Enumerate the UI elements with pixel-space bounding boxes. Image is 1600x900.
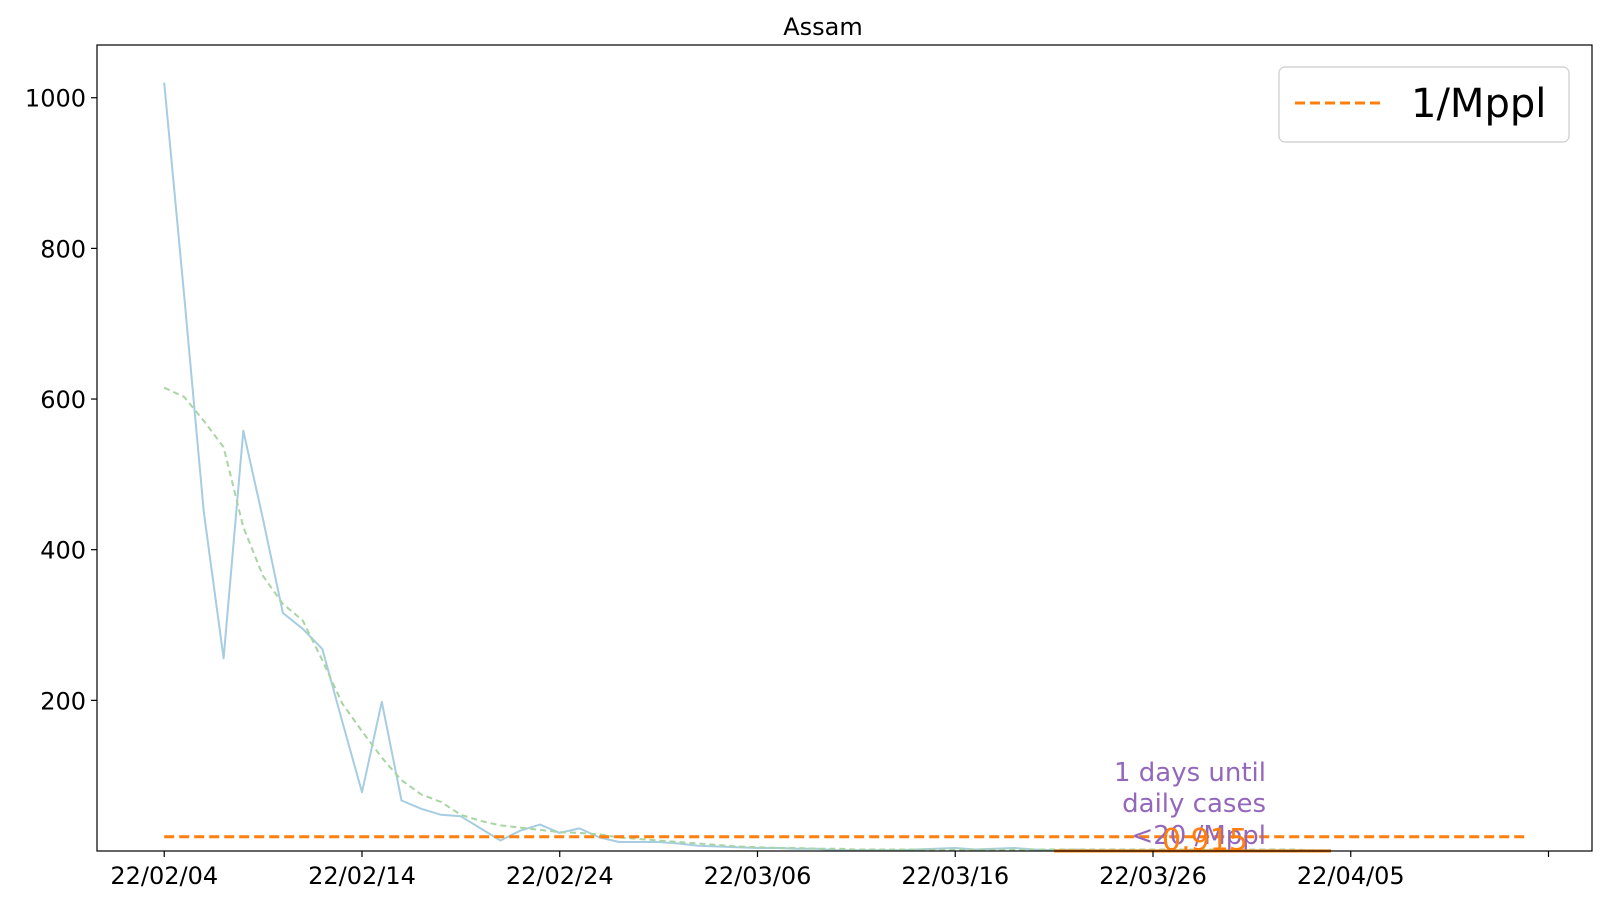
axes-frame: [96, 44, 1593, 852]
axes-layer: 22/02/04 22/02/14 22/02/24 22/03/06 22/03/16…: [25, 44, 1593, 890]
x-tick-label: 22/03/26: [1099, 862, 1207, 890]
legend-label: 1/Mppl: [1411, 81, 1546, 127]
value-annotation: 0.915: [1162, 823, 1248, 858]
x-tick-label: 22/02/04: [110, 862, 218, 890]
legend-box: [1278, 66, 1570, 143]
y-tick-label: 200: [40, 687, 86, 715]
x-tick-label: 22/03/06: [704, 862, 812, 890]
x-tick-label: 22/02/24: [506, 862, 614, 890]
annotation-layer: 1 days until daily cases <20 /Mppl 0.915: [1114, 758, 1266, 858]
y-tick-label: 800: [40, 235, 86, 263]
x-tick-label: 22/03/16: [901, 862, 1009, 890]
y-tick-label: 600: [40, 386, 86, 414]
annotation-line: <20 /Mppl: [1131, 821, 1266, 851]
x-tick-label: 22/04/05: [1297, 862, 1405, 890]
annotation-line: 1 days until: [1114, 758, 1266, 788]
legend: 1/Mppl: [1278, 66, 1570, 143]
chart-title: Assam: [783, 13, 863, 41]
series-line-1: [163, 386, 1331, 852]
y-tick-label: 1000: [25, 85, 86, 113]
y-tick-label: 400: [40, 537, 86, 565]
x-tick-label: 22/02/14: [308, 862, 416, 890]
annotation-line: daily cases: [1122, 789, 1266, 819]
days-until-annotation: 1 days until daily cases <20 /Mppl: [1114, 758, 1266, 851]
